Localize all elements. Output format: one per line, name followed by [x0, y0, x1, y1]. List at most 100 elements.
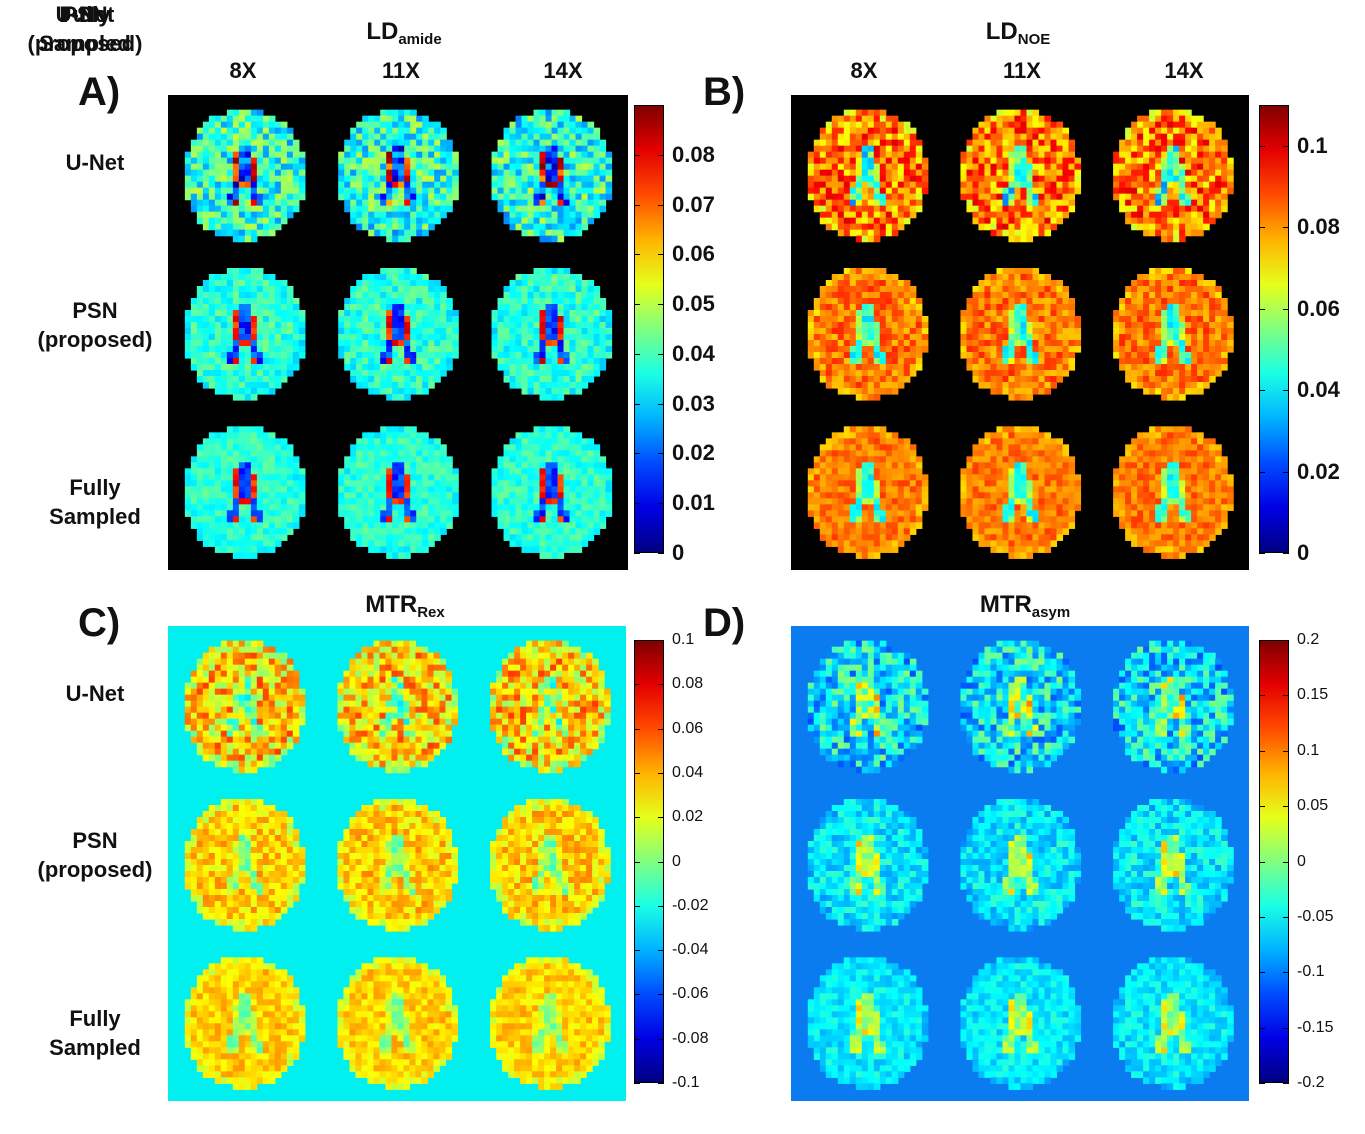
brain-slice — [184, 268, 306, 401]
panel-title-b: LDNOE — [986, 18, 1051, 48]
colorbar-tick — [658, 994, 664, 996]
colorbar-tick-label: -0.08 — [672, 1029, 709, 1047]
brain-map-svg — [184, 109, 613, 559]
colorbar-tick-label: -0.2 — [1297, 1074, 1325, 1091]
colorbar-tick-label: 0.08 — [672, 675, 704, 693]
row-label: Fully Sampled — [49, 475, 141, 529]
title-main: MTR — [979, 591, 1032, 618]
panel-letter-a: A) — [78, 70, 121, 114]
colorbar-tick-label: 0.07 — [672, 191, 715, 217]
colorbar-tick-label: 0 — [672, 540, 685, 565]
brain-slice — [960, 957, 1082, 1090]
colorbar-tick — [658, 1038, 664, 1040]
brain-slice — [338, 109, 459, 243]
brain-slice — [960, 799, 1082, 932]
colorbar-tick-label: 0.08 — [672, 141, 715, 167]
colorbar-tick-label: -0.02 — [672, 896, 709, 914]
brain-slice — [807, 109, 929, 243]
row-label: PSN (proposed) — [37, 298, 153, 352]
colorbar-tick-label: -0.04 — [672, 941, 709, 959]
image-grid-c — [168, 626, 626, 1101]
brain-slice — [807, 268, 929, 401]
panel-letter-d: D) — [703, 601, 746, 645]
brain-slice — [960, 109, 1082, 243]
colorbar-tick — [1283, 972, 1289, 974]
colorbar-tick — [1259, 553, 1265, 554]
brain-slice — [337, 640, 459, 774]
colorbar-tick — [658, 403, 664, 405]
colorbar-tick — [658, 772, 664, 774]
colorbar-tick — [634, 503, 640, 505]
title-main: MTR — [365, 591, 418, 618]
brain-slice — [1113, 426, 1234, 559]
colorbar-tick — [658, 154, 664, 156]
brain-slice — [338, 268, 459, 401]
brain-slice — [1113, 268, 1234, 401]
brain-slice — [337, 957, 459, 1090]
colorbar-tick — [1283, 750, 1289, 752]
brain-slice — [807, 957, 929, 1090]
colorbar-tick — [634, 772, 640, 774]
column-label: 11X — [382, 58, 420, 83]
colorbar-tick — [658, 817, 664, 819]
colorbar-tick — [1259, 1083, 1265, 1084]
colorbar-tick — [1283, 695, 1289, 697]
panel-letter-c: C) — [78, 601, 121, 645]
brain-slice — [1113, 109, 1234, 243]
colorbar-tick-label: 0.04 — [672, 340, 715, 366]
colorbar-tick — [1259, 390, 1265, 392]
row-label: U-Net — [65, 150, 125, 175]
colorbar-tick — [1259, 695, 1265, 697]
colorbar-tick — [658, 204, 664, 206]
colorbar-tick — [1283, 806, 1289, 808]
colorbar-tick — [1259, 972, 1265, 974]
colorbar-tick-label: -0.1 — [1297, 963, 1325, 981]
colorbar-tick — [634, 640, 640, 641]
colorbar-tick — [1259, 471, 1265, 473]
colorbar-tick — [1259, 916, 1265, 918]
colorbar-tick — [1283, 390, 1289, 392]
colorbar-tick-label: 0.06 — [1297, 295, 1340, 321]
brain-slice — [1113, 640, 1234, 774]
brain-map-svg — [807, 640, 1234, 1090]
column-label: 8X — [229, 58, 257, 83]
brain-slice — [1113, 799, 1234, 932]
colorbar-tick — [634, 304, 640, 306]
title-subscript: NOE — [1017, 31, 1051, 48]
colorbar-tick — [634, 353, 640, 355]
column-label: 11X — [1003, 58, 1041, 83]
colorbar-tick — [1283, 471, 1289, 473]
colorbar-tick-label: 0 — [1297, 852, 1306, 870]
colorbar-tick — [634, 154, 640, 156]
colorbar-tick — [1283, 1083, 1289, 1084]
colorbar-tick — [634, 861, 640, 863]
row-label: Fully Sampled — [49, 1006, 141, 1060]
colorbar-tick — [658, 861, 664, 863]
colorbar-tick-label: 0.02 — [672, 808, 704, 826]
colorbar-tick-label: 0.02 — [1297, 458, 1340, 484]
colorbar-tick-label: 0.04 — [1297, 377, 1340, 403]
colorbar-tick-label: 0 — [1297, 540, 1310, 565]
colorbar-a — [634, 105, 664, 553]
colorbar-tick — [1259, 750, 1265, 752]
colorbar-tick — [658, 553, 664, 554]
colorbar-tick — [1283, 861, 1289, 863]
brain-slice — [184, 640, 306, 774]
colorbar-tick — [658, 353, 664, 355]
colorbar-tick — [1259, 308, 1265, 310]
brain-slice — [960, 426, 1082, 559]
brain-slice — [960, 640, 1082, 774]
brain-slice — [807, 426, 929, 559]
brain-slice — [184, 799, 306, 932]
colorbar-tick — [634, 453, 640, 455]
brain-slice — [490, 799, 611, 932]
colorbar-tick — [634, 1038, 640, 1040]
row-label: U-Net — [55, 2, 115, 27]
brain-slice — [184, 957, 306, 1090]
image-grid-b — [791, 95, 1249, 570]
colorbar-tick — [634, 1083, 640, 1084]
colorbar-tick — [658, 728, 664, 730]
colorbar-tick-label: 0.05 — [672, 291, 715, 317]
colorbar-tick — [634, 553, 640, 554]
brain-slice — [960, 268, 1082, 401]
